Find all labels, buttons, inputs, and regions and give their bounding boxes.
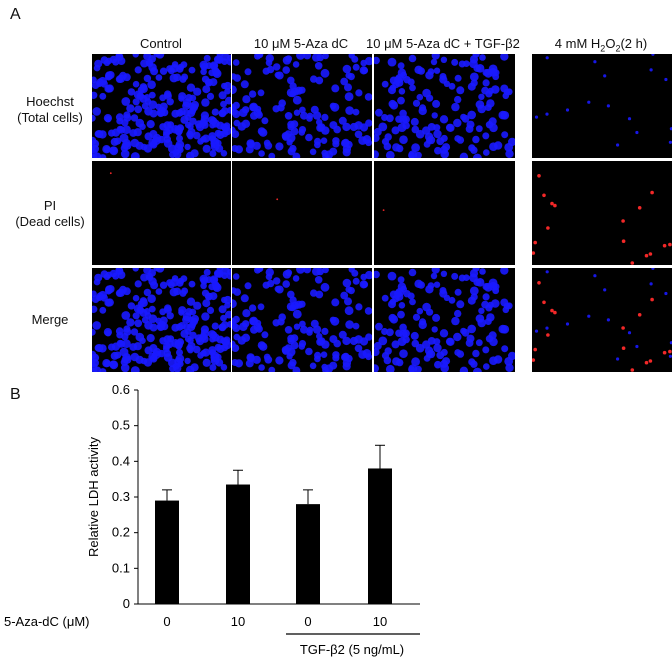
micrograph-aza-tgf-hoechst [374, 54, 515, 158]
y-tick-label: 0.2 [112, 525, 130, 540]
aza-dose-label: 5-Aza-dC (μM) [4, 614, 90, 629]
category-label-3: 10 [373, 614, 387, 629]
column-header-aza-tgf: 10 μM 5-Aza dC + TGF-β2 [366, 36, 520, 51]
micrograph-aza-merge [232, 268, 372, 372]
micrograph-h2o2-hoechst [532, 54, 672, 158]
y-tick-label: 0 [123, 596, 130, 611]
column-header-h2o2: 4 mM H2O2(2 h) [554, 36, 648, 54]
bar-3 [368, 468, 392, 604]
category-label-2: 0 [304, 614, 311, 629]
bar-1 [226, 484, 250, 604]
ldh-bar-chart: 0 0.1 0.2 0.3 0.4 0.5 0.6 Relative LDH activity… [4, 382, 420, 657]
category-label-1: 10 [231, 614, 245, 629]
column-header-aza: 10 μM 5-Aza dC [253, 36, 349, 51]
micrograph-control-merge [92, 268, 231, 372]
y-tick-label: 0.3 [112, 489, 130, 504]
y-tick-label: 0.5 [112, 418, 130, 433]
panel-b-letter: B [10, 386, 21, 403]
panel-a-letter: A [10, 6, 21, 23]
y-tick-label: 0.1 [112, 560, 130, 575]
micrograph-control-pi [92, 161, 231, 265]
row-header-merge: Merge [31, 312, 69, 327]
tgf-group-label: TGF-β2 (5 ng/mL) [300, 642, 404, 657]
column-header-control: Control [140, 36, 182, 51]
micrograph-aza-pi [232, 161, 372, 265]
y-tick-label: 0.6 [112, 382, 130, 397]
y-axis-label: Relative LDH activity [86, 437, 101, 557]
y-tick-label: 0.4 [112, 453, 130, 468]
micrograph-h2o2-pi [532, 161, 672, 265]
micrograph-aza-tgf-pi [374, 161, 515, 265]
micrograph-h2o2-merge [532, 268, 672, 372]
bar-2 [296, 504, 320, 604]
micrograph-control-hoechst [92, 54, 231, 158]
row-header-pi: PI (Dead cells) [15, 198, 85, 229]
row-header-hoechst: Hoechst (Total cells) [17, 94, 83, 125]
micrograph-aza-hoechst [232, 54, 372, 158]
micrograph-aza-tgf-merge [374, 268, 515, 372]
bar-0 [155, 500, 179, 604]
category-label-0: 0 [163, 614, 170, 629]
